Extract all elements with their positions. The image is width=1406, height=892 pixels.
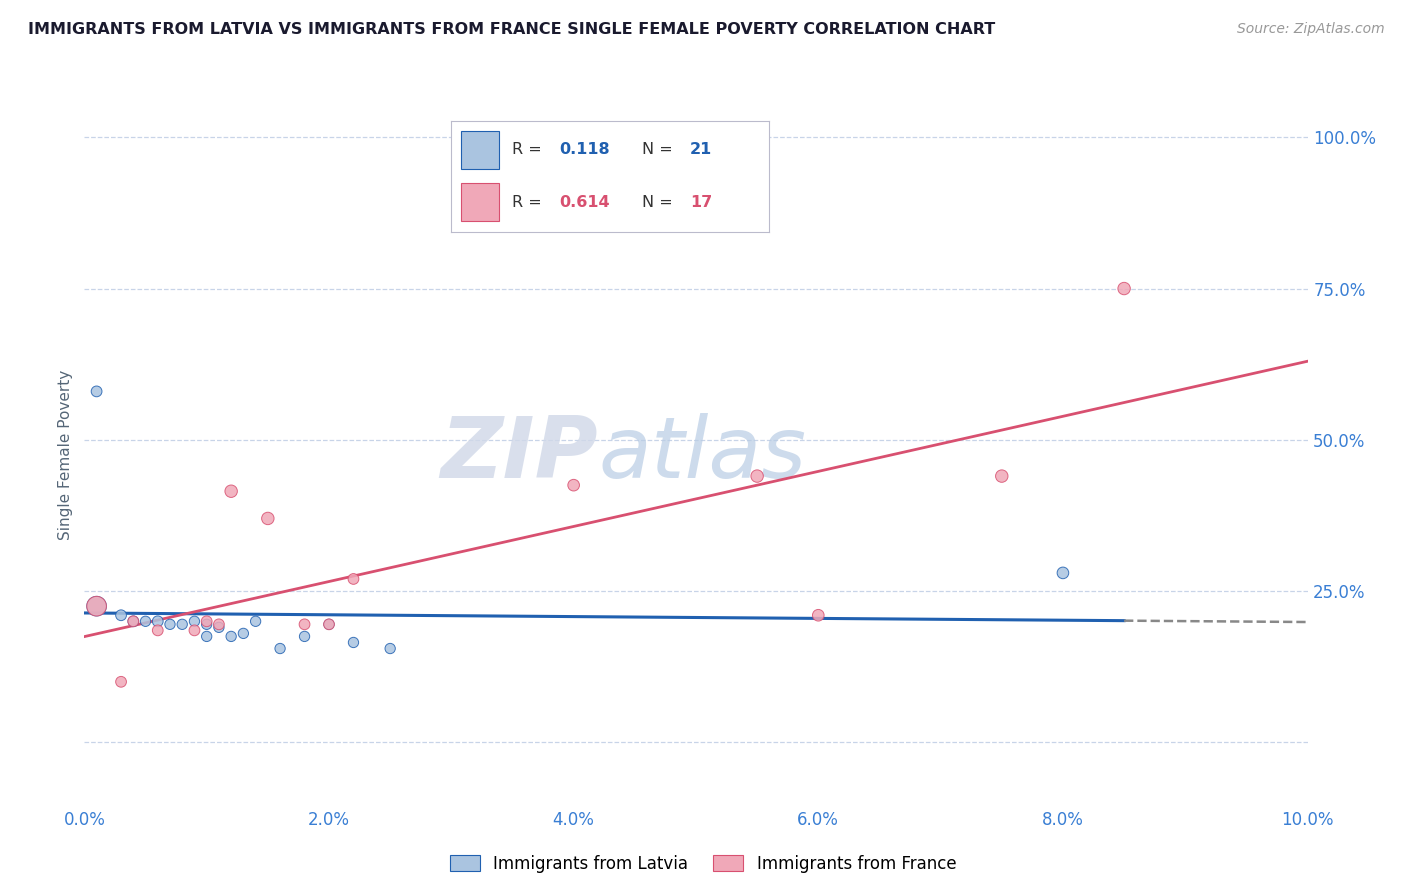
- Point: [219, 484, 242, 499]
- Text: ZIP: ZIP: [440, 413, 598, 497]
- Point: [1052, 566, 1074, 580]
- Point: [562, 478, 585, 492]
- Point: [294, 629, 316, 643]
- Point: [991, 469, 1014, 483]
- Point: [195, 615, 218, 629]
- Point: [342, 635, 364, 649]
- Point: [110, 608, 132, 623]
- Y-axis label: Single Female Poverty: Single Female Poverty: [58, 370, 73, 540]
- Point: [208, 620, 231, 634]
- Point: [172, 617, 194, 632]
- Point: [183, 624, 205, 638]
- Text: Source: ZipAtlas.com: Source: ZipAtlas.com: [1237, 22, 1385, 37]
- Point: [342, 572, 364, 586]
- Point: [195, 617, 218, 632]
- Point: [1114, 281, 1136, 295]
- Point: [86, 599, 108, 614]
- Point: [122, 615, 145, 629]
- Point: [86, 384, 108, 399]
- Point: [380, 641, 402, 656]
- Point: [318, 617, 340, 632]
- Point: [294, 617, 316, 632]
- Legend: Immigrants from Latvia, Immigrants from France: Immigrants from Latvia, Immigrants from …: [443, 848, 963, 880]
- Point: [747, 469, 769, 483]
- Point: [269, 641, 291, 656]
- Point: [146, 624, 169, 638]
- Point: [232, 626, 254, 640]
- Point: [183, 615, 205, 629]
- Point: [110, 674, 132, 689]
- Point: [86, 599, 108, 614]
- Text: IMMIGRANTS FROM LATVIA VS IMMIGRANTS FROM FRANCE SINGLE FEMALE POVERTY CORRELATI: IMMIGRANTS FROM LATVIA VS IMMIGRANTS FRO…: [28, 22, 995, 37]
- Text: atlas: atlas: [598, 413, 806, 497]
- Point: [122, 615, 145, 629]
- Point: [219, 629, 242, 643]
- Point: [159, 617, 181, 632]
- Point: [135, 615, 157, 629]
- Point: [318, 617, 340, 632]
- Point: [257, 511, 280, 525]
- Point: [807, 608, 830, 623]
- Point: [208, 617, 231, 632]
- Point: [195, 629, 218, 643]
- Point: [146, 615, 169, 629]
- Point: [245, 615, 267, 629]
